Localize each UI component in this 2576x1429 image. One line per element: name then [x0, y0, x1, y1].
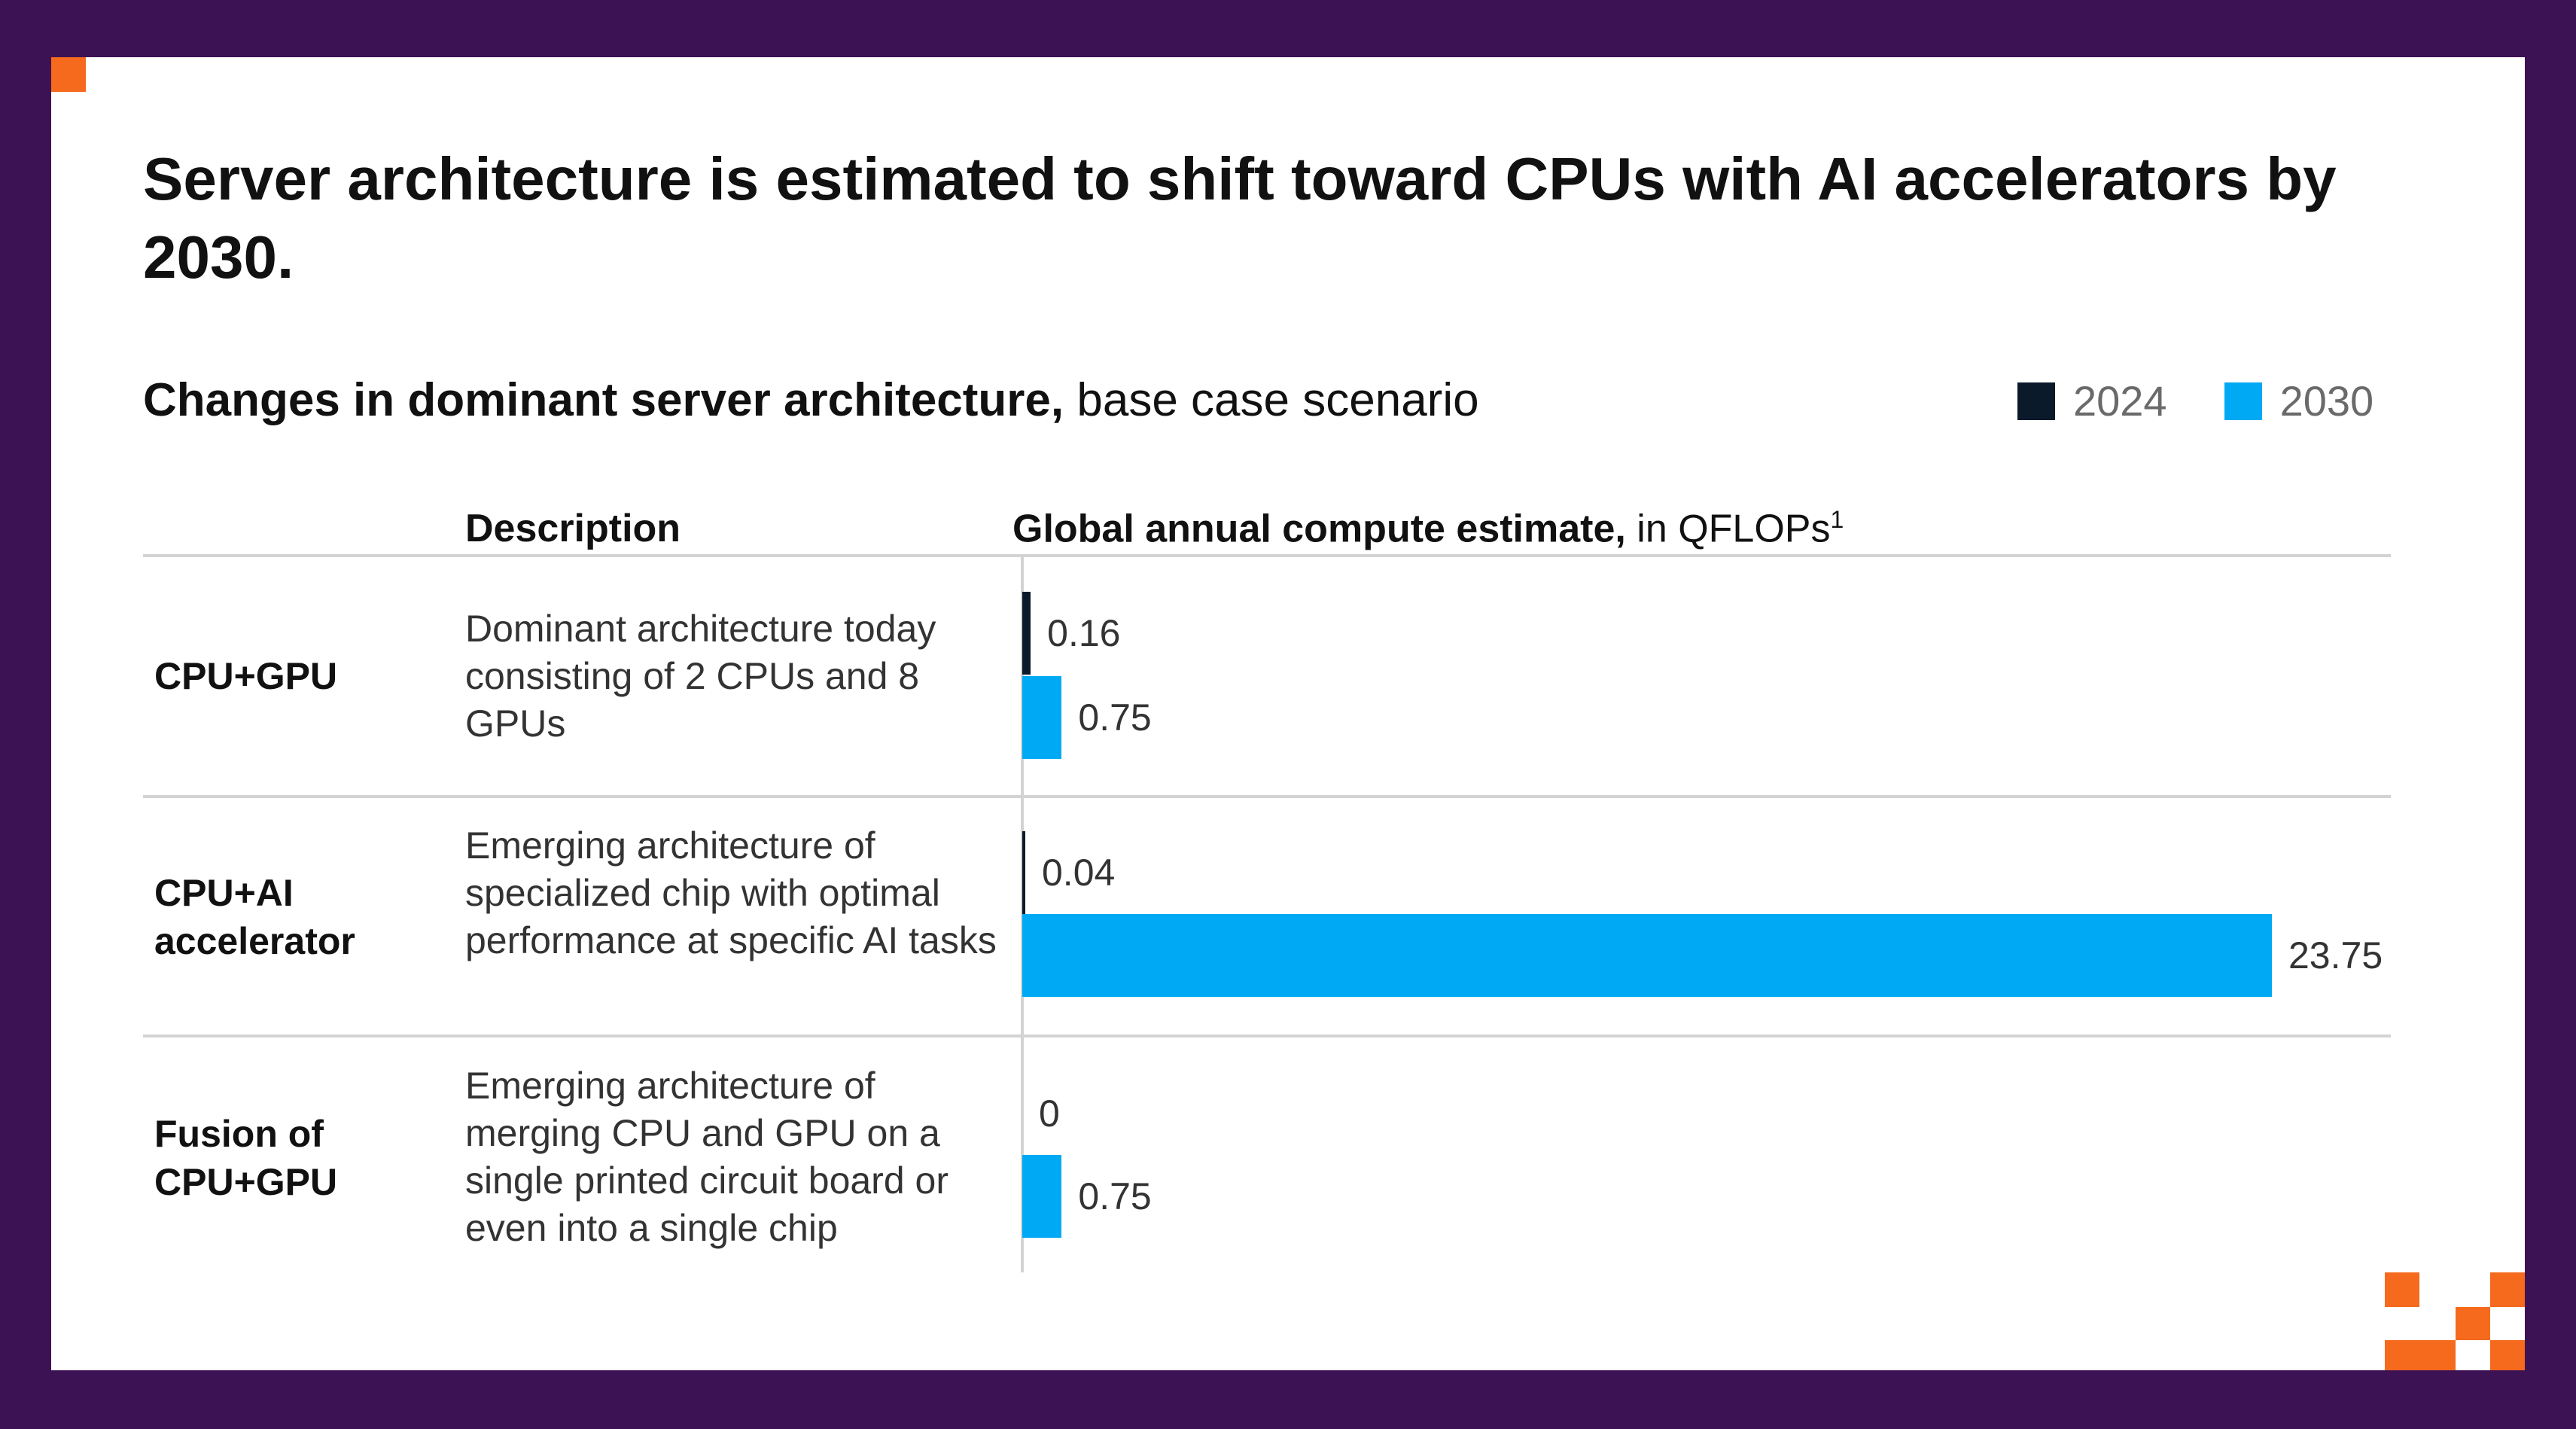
value-label-fusion-cpu-gpu-2030: 0.75 — [1078, 1175, 1152, 1217]
chart-card — [51, 57, 2525, 1370]
row-label-fusion-cpu-gpu: Fusion of CPU+GPU — [154, 1113, 338, 1203]
value-label-fusion-cpu-gpu-2024: 0 — [1039, 1092, 1060, 1135]
bar-cpu-gpu-2030 — [1022, 676, 1062, 759]
pixel-logo-block-5 — [2490, 1340, 2525, 1370]
legend-label-2024: 2024 — [2073, 377, 2167, 425]
bar-fusion-cpu-gpu-2030 — [1022, 1155, 1062, 1238]
bar-cpu-gpu-2024 — [1022, 592, 1031, 675]
chart-subtitle: Changes in dominant server architecture,… — [143, 373, 1479, 427]
legend-item-2030: 2030 — [2224, 376, 2374, 425]
pixel-logo-block-2 — [2490, 1272, 2525, 1307]
legend-swatch-2024 — [2017, 382, 2055, 420]
row-description-cpu-gpu: Dominant architecture today consisting o… — [465, 608, 936, 745]
bar-cpu-ai-accelerator-2030 — [1022, 914, 2272, 997]
pixel-logo-block-4 — [2385, 1340, 2456, 1370]
subtitle-rest: base case scenario — [1076, 374, 1479, 426]
legend-item-2024: 2024 — [2017, 376, 2167, 425]
column-header-description: Description — [465, 507, 681, 550]
row-divider-1 — [143, 795, 2391, 798]
legend-swatch-2030 — [2224, 382, 2262, 420]
row-description-cpu-ai-accelerator: Emerging architecture of specialized chi… — [465, 824, 997, 961]
legend: 2024 2030 — [2017, 376, 2374, 425]
column-header-estimate: Global annual compute estimate, in QFLOP… — [1012, 506, 1844, 551]
value-label-cpu-ai-accelerator-2024: 0.04 — [1042, 852, 1116, 894]
bar-cpu-ai-accelerator-2024 — [1022, 831, 1025, 914]
row-label-cpu-gpu: CPU+GPU — [154, 655, 338, 697]
header-rule — [143, 554, 2391, 557]
subtitle-bold: Changes in dominant server architecture, — [143, 374, 1064, 426]
pixel-logo-block-1 — [2385, 1272, 2419, 1307]
legend-label-2030: 2030 — [2279, 377, 2374, 425]
corner-accent-top-left — [51, 57, 86, 92]
value-label-cpu-gpu-2030: 0.75 — [1078, 696, 1152, 739]
row-description-fusion-cpu-gpu: Emerging architecture of merging CPU and… — [465, 1065, 948, 1249]
pixel-logo-block-3 — [2456, 1307, 2490, 1340]
chart-headline: Server architecture is estimated to shif… — [143, 145, 2337, 291]
value-label-cpu-ai-accelerator-2030: 23.75 — [2288, 934, 2383, 977]
row-divider-2 — [143, 1034, 2391, 1037]
value-label-cpu-gpu-2024: 0.16 — [1047, 612, 1121, 654]
row-label-cpu-ai-accelerator: CPU+AI accelerator — [154, 872, 355, 962]
